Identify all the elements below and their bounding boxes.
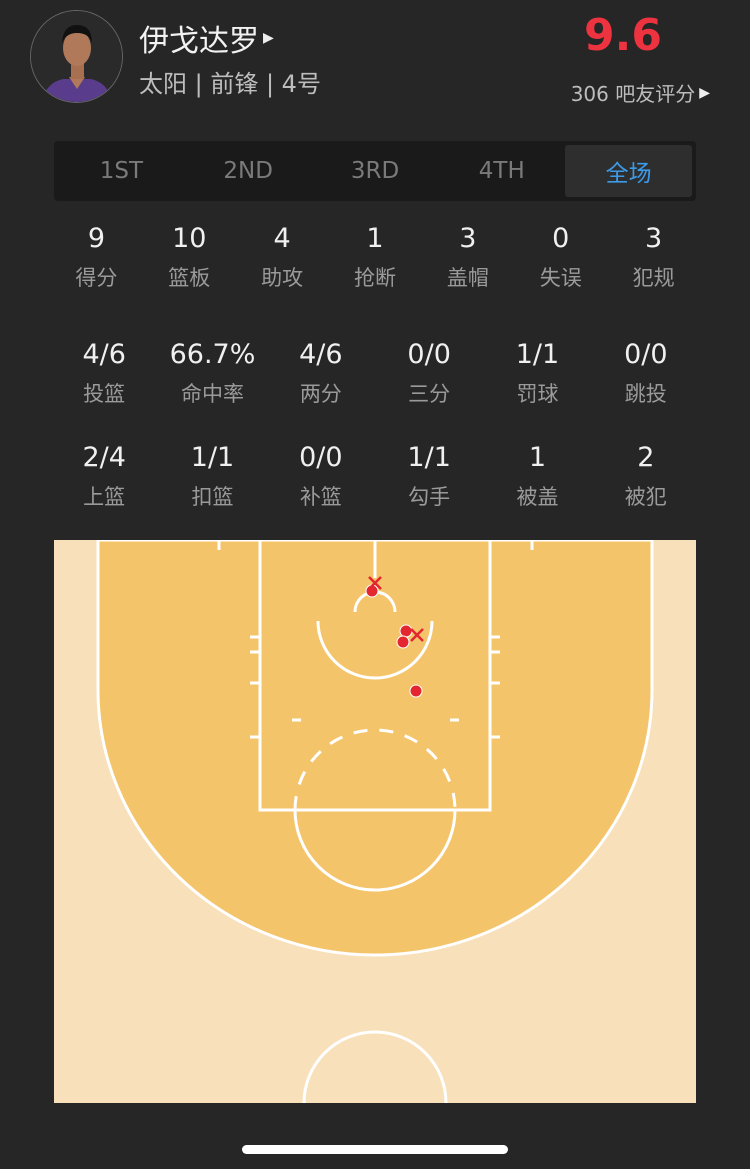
stat-value: 1/1 xyxy=(190,442,235,473)
stat-label: 被盖 xyxy=(516,485,559,509)
stat-label: 扣篮 xyxy=(191,485,234,509)
stat-cell: 66.7% 命中率 xyxy=(158,336,266,408)
stat-cell: 1 被盖 xyxy=(483,439,591,511)
stat-value: 66.7% xyxy=(169,339,256,370)
stat-label: 助攻 xyxy=(261,266,304,290)
stat-label: 犯规 xyxy=(632,266,675,290)
stat-value: 3 xyxy=(644,223,663,254)
stat-cell: 1/1 罚球 xyxy=(483,336,591,408)
stat-value: 1 xyxy=(366,223,384,254)
rating-count-link[interactable]: 306 吧友评分 ▶ xyxy=(571,78,710,107)
stat-cell: 4/6 投篮 xyxy=(50,336,158,408)
player-avatar[interactable] xyxy=(30,10,123,103)
missed-shot-marker xyxy=(368,576,382,590)
stat-label: 失误 xyxy=(539,266,582,290)
missed-shot-marker xyxy=(410,628,424,642)
stat-label: 抢断 xyxy=(354,266,396,290)
stat-value: 0/0 xyxy=(407,339,451,370)
stat-label: 上篮 xyxy=(83,485,126,509)
tab-3rd[interactable]: 3RD xyxy=(350,158,400,184)
player-name: 伊戈达罗 xyxy=(139,24,259,59)
made-shot-marker xyxy=(399,624,413,638)
play-arrow-icon: ▶ xyxy=(699,84,710,101)
stat-cell: 0 失误 xyxy=(514,220,607,292)
stat-value: 10 xyxy=(172,223,207,254)
stat-label: 补篮 xyxy=(299,485,342,509)
stat-value: 4/6 xyxy=(82,339,126,370)
stat-value: 2/4 xyxy=(82,442,126,473)
stat-value: 4 xyxy=(273,223,291,254)
stat-cell: 0/0 补篮 xyxy=(267,439,375,511)
stat-cell: 4/6 两分 xyxy=(267,336,375,408)
stat-cell: 9 得分 xyxy=(50,220,143,292)
stat-value: 0 xyxy=(552,223,570,254)
player-name-link[interactable]: 伊戈达罗 ▶ xyxy=(139,16,274,60)
period-tabs: 1ST 2ND 3RD 4TH 全场 xyxy=(54,141,696,201)
stat-label: 投篮 xyxy=(83,382,126,406)
stat-cell: 0/0 跳投 xyxy=(592,336,700,408)
player-rating: 9.6 xyxy=(584,10,662,61)
stat-cell: 1/1 勾手 xyxy=(375,439,483,511)
shot-markers xyxy=(365,576,424,698)
stat-cell: 2/4 上篮 xyxy=(50,439,158,511)
tab-4th[interactable]: 4TH xyxy=(478,158,525,184)
stat-cell: 3 犯规 xyxy=(607,220,700,292)
home-indicator[interactable] xyxy=(242,1145,508,1154)
stat-label: 篮板 xyxy=(168,266,211,290)
stat-cell: 10 篮板 xyxy=(143,220,236,292)
stat-value: 0/0 xyxy=(299,442,343,473)
stat-value: 2 xyxy=(637,442,655,473)
main-stats: 9 得分 10 篮板 4 助攻 1 抢断 3 盖帽 0 失误 3 犯规 xyxy=(50,220,700,292)
stat-cell: 1/1 扣篮 xyxy=(158,439,266,511)
made-shot-marker xyxy=(409,684,423,698)
rating-count: 306 吧友评分 xyxy=(570,82,696,106)
tab-full-game[interactable]: 全场 xyxy=(565,145,692,197)
stat-label: 跳投 xyxy=(624,382,667,406)
stat-cell: 4 助攻 xyxy=(236,220,329,292)
shot-chart xyxy=(54,540,696,1103)
stat-value: 1/1 xyxy=(515,339,560,370)
stat-cell: 3 盖帽 xyxy=(421,220,514,292)
stat-value: 1/1 xyxy=(407,442,451,473)
stat-label: 命中率 xyxy=(180,382,244,406)
stat-cell: 2 被犯 xyxy=(592,439,700,511)
stat-value: 4/6 xyxy=(299,339,343,370)
stat-value: 9 xyxy=(87,223,106,254)
stat-value: 1 xyxy=(528,442,547,473)
shooting-stats: 4/6 投篮 66.7% 命中率 4/6 两分 0/0 三分 1/1 罚球 0/0 跳投 xyxy=(50,336,700,408)
made-shot-marker xyxy=(396,635,410,649)
stat-cell: 1 抢断 xyxy=(329,220,422,292)
stat-label: 两分 xyxy=(299,382,342,406)
tab-2nd[interactable]: 2ND xyxy=(223,158,273,184)
stat-label: 被犯 xyxy=(624,485,667,509)
stat-label: 得分 xyxy=(75,266,118,290)
player-info: 太阳 | 前锋 | 4号 xyxy=(139,70,321,98)
play-arrow-icon: ▶ xyxy=(263,30,274,46)
shot-type-stats: 2/4 上篮 1/1 扣篮 0/0 补篮 1/1 勾手 1 被盖 2 被犯 xyxy=(50,439,700,511)
stat-value: 3 xyxy=(459,223,477,254)
stat-label: 三分 xyxy=(408,382,451,406)
three-point-line xyxy=(96,540,654,957)
tab-1st[interactable]: 1ST xyxy=(99,158,144,184)
stat-label: 罚球 xyxy=(516,382,559,406)
stat-value: 0/0 xyxy=(624,339,668,370)
stat-label: 勾手 xyxy=(408,485,451,509)
player-photo xyxy=(31,11,122,102)
stat-cell: 0/0 三分 xyxy=(375,336,483,408)
stat-label: 盖帽 xyxy=(446,266,489,290)
